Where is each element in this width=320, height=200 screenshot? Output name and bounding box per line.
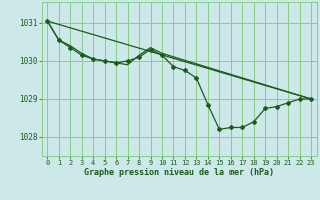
X-axis label: Graphe pression niveau de la mer (hPa): Graphe pression niveau de la mer (hPa) bbox=[84, 168, 274, 177]
